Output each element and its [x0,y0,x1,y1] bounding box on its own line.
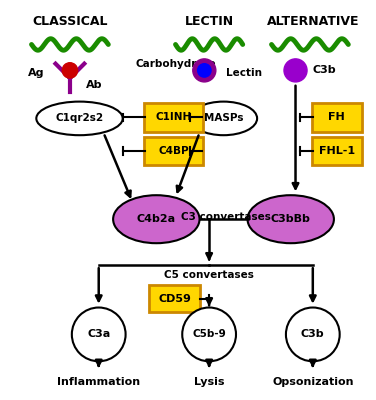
Ellipse shape [190,102,257,135]
FancyBboxPatch shape [312,103,362,132]
Text: C5b-9: C5b-9 [192,329,226,339]
Text: FHL-1: FHL-1 [319,146,355,156]
Text: MASPs: MASPs [204,114,243,123]
Text: Ag: Ag [28,68,45,78]
Text: ALTERNATIVE: ALTERNATIVE [267,15,359,28]
Circle shape [198,64,211,77]
Text: Lectin: Lectin [226,68,262,78]
Text: Ab: Ab [86,80,102,90]
Text: C3b: C3b [313,65,337,75]
Text: FH: FH [328,112,345,122]
Text: Lysis: Lysis [194,377,224,387]
Circle shape [284,59,307,82]
FancyBboxPatch shape [144,137,203,166]
Text: C3a: C3a [87,329,110,339]
Text: C4b2a: C4b2a [137,214,176,224]
Text: C3 convertases: C3 convertases [182,212,271,222]
Text: Opsonization: Opsonization [272,377,353,387]
Text: CLASSICAL: CLASSICAL [32,15,108,28]
Circle shape [193,59,216,82]
FancyBboxPatch shape [144,103,203,132]
Ellipse shape [113,195,200,243]
Circle shape [286,308,340,361]
FancyBboxPatch shape [149,286,200,312]
Text: Carbohydrate: Carbohydrate [135,59,216,69]
Text: C4BP: C4BP [158,146,189,156]
Text: C3bBb: C3bBb [271,214,311,224]
Circle shape [72,308,126,361]
Text: C1INH: C1INH [155,112,192,122]
Circle shape [182,308,236,361]
Text: C5 convertases: C5 convertases [164,270,254,280]
Ellipse shape [36,102,123,135]
Circle shape [62,63,77,78]
Text: LECTIN: LECTIN [185,15,233,28]
Text: C3b: C3b [301,329,324,339]
FancyBboxPatch shape [312,137,362,166]
Text: CD59: CD59 [158,294,191,304]
Text: C1qr2s2: C1qr2s2 [55,114,103,123]
Ellipse shape [247,195,334,243]
Text: Inflammation: Inflammation [57,377,140,387]
